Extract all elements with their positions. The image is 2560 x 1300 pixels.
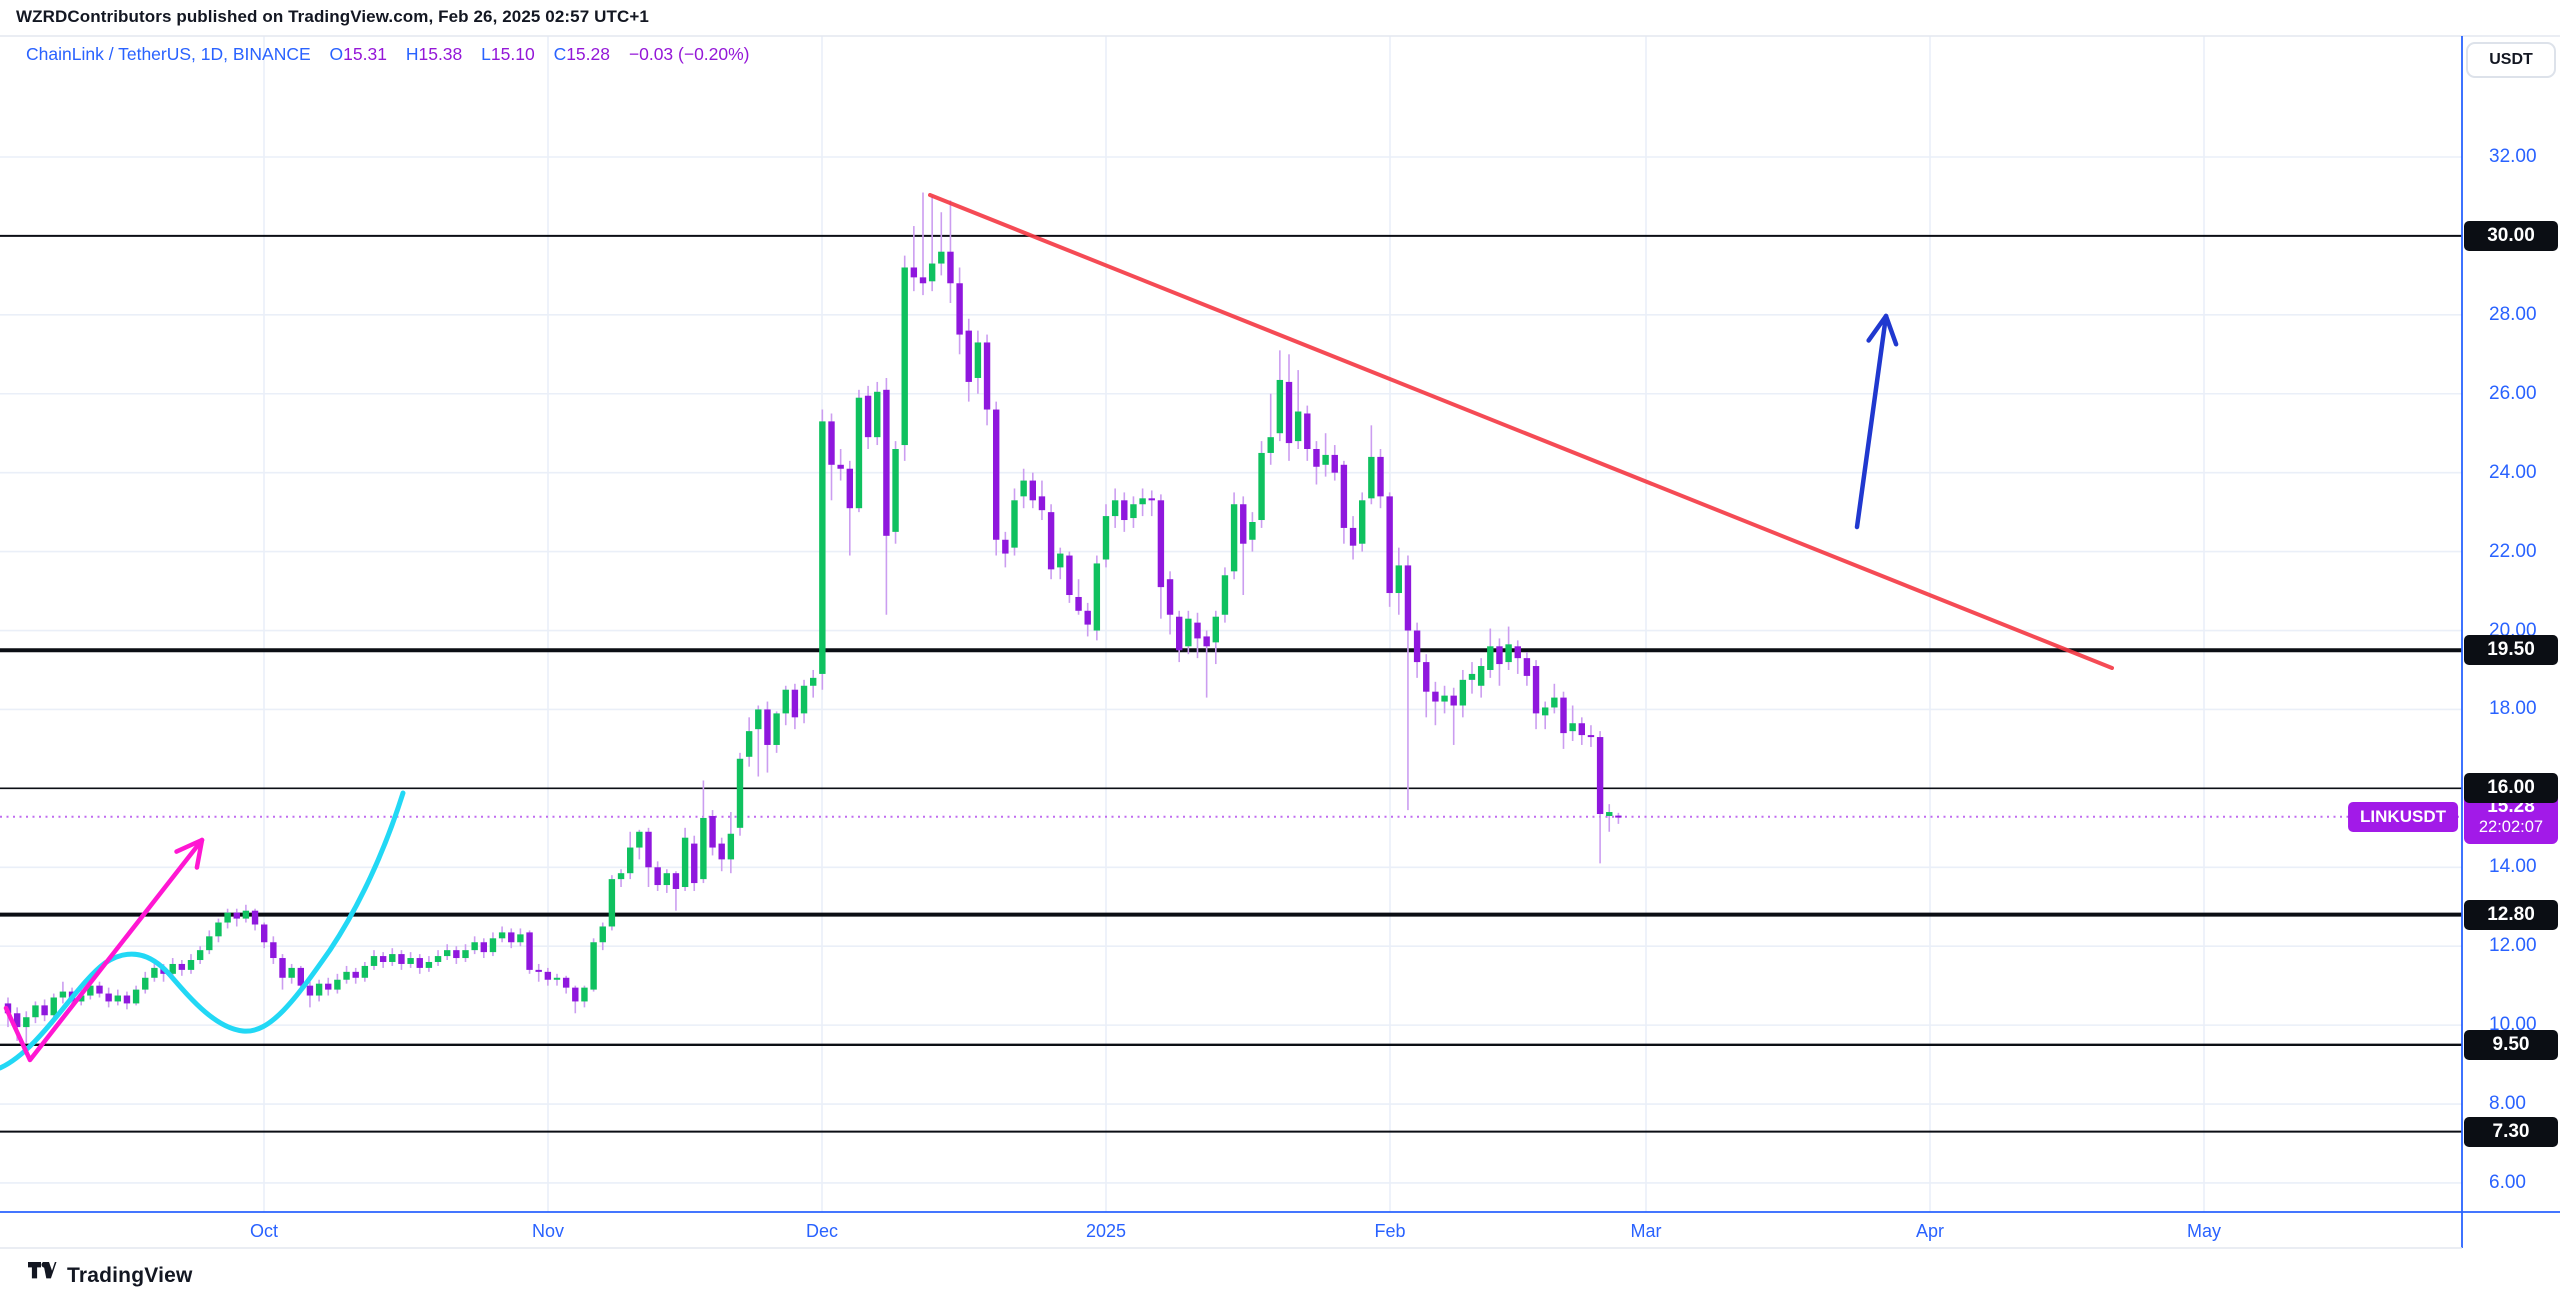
publish-header: WZRDContributors published on TradingVie… [16, 7, 649, 26]
price-tick-label: 28.00 [2489, 303, 2537, 325]
time-axis-label-2025[interactable]: 2025 [1085, 1221, 1127, 1241]
price-tick-label: 22.00 [2489, 540, 2537, 562]
level-price-tag[interactable]: 19.50 [2464, 635, 2558, 666]
price-tick-label: 14.00 [2489, 856, 2537, 878]
time-axis-label-dec[interactable]: Dec [805, 1221, 839, 1241]
currency-toggle-button[interactable]: USDT [2466, 42, 2556, 78]
level-price-tag[interactable]: 30.00 [2464, 220, 2558, 251]
low-label: L [481, 44, 491, 64]
price-tick-label: 18.00 [2489, 698, 2537, 720]
level-price-tag[interactable]: 7.30 [2464, 1116, 2558, 1147]
price-tick-label: 6.00 [2489, 1171, 2526, 1193]
high-label: H [405, 44, 419, 64]
level-price-tag[interactable]: 9.50 [2464, 1029, 2558, 1060]
change-value: −0.03 (−0.20%) [628, 44, 750, 64]
price-tick-label: 8.00 [2489, 1093, 2526, 1115]
price-tick-label: 26.00 [2489, 382, 2537, 404]
bar-close-countdown: 22:02:07 [2478, 818, 2544, 837]
open-value: 15.31 [343, 44, 387, 64]
time-axis-label-apr[interactable]: Apr [1915, 1221, 1945, 1241]
tradingview-logo-text: TradingView [67, 1263, 193, 1287]
symbol-info-bar[interactable]: ChainLink / TetherUS, 1D, BINANCE O15.31… [26, 44, 750, 65]
time-axis-label-oct[interactable]: Oct [249, 1221, 279, 1241]
price-tick-label: 24.00 [2489, 461, 2537, 483]
tradingview-logo-icon [28, 1262, 57, 1279]
level-price-tag[interactable]: 16.00 [2464, 773, 2558, 804]
price-tick-label: 12.00 [2489, 935, 2537, 957]
close-label: C [553, 44, 567, 64]
level-price-tag[interactable]: 12.80 [2464, 899, 2558, 930]
low-value: 15.10 [490, 44, 535, 64]
time-axis-label-nov[interactable]: Nov [531, 1221, 565, 1241]
time-axis-label-mar[interactable]: Mar [1630, 1221, 1662, 1241]
open-label: O [329, 44, 344, 64]
close-value: 15.28 [566, 44, 610, 64]
tradingview-logo[interactable]: TradingView [28, 1262, 193, 1289]
high-value: 15.38 [418, 44, 463, 64]
time-axis-label-may[interactable]: May [2186, 1221, 2222, 1241]
time-axis-label-feb[interactable]: Feb [1374, 1221, 1406, 1241]
symbol-name[interactable]: ChainLink / TetherUS, 1D, BINANCE [26, 44, 311, 64]
price-tick-label: 32.00 [2489, 146, 2537, 167]
symbol-price-label: LINKUSDT [2348, 801, 2458, 832]
